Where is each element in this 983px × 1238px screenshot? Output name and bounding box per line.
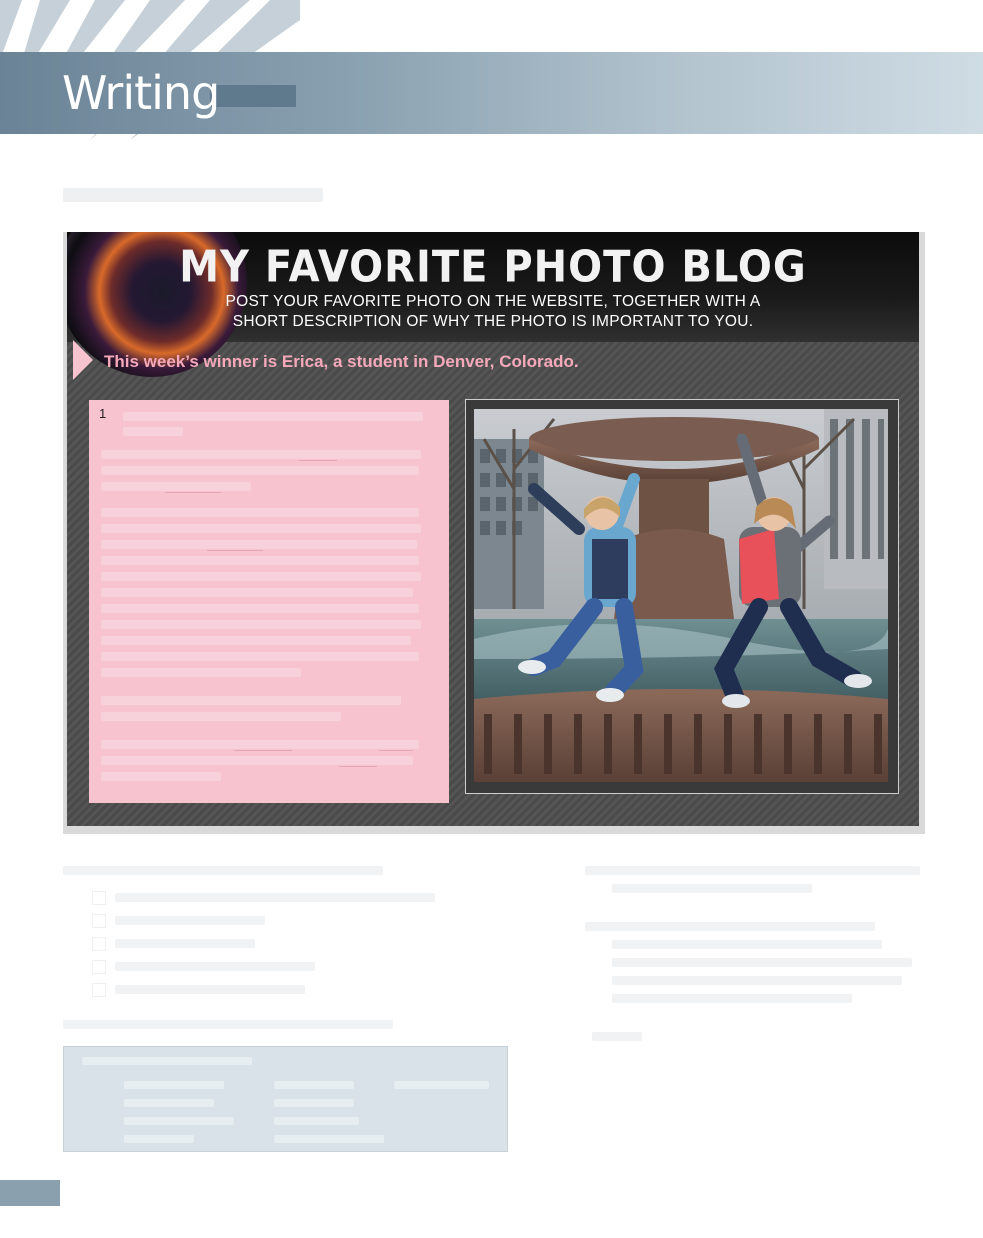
photo-girls-jumping-at-fountain	[474, 409, 888, 782]
blog-card-header	[67, 232, 919, 377]
arrow-icon	[73, 340, 93, 380]
blog-subtitle-line-1: POST YOUR FAVORITE PHOTO ON THE WEBSITE,…	[225, 293, 761, 310]
blog-subtitle: POST YOUR FAVORITE PHOTO ON THE WEBSITE,…	[67, 292, 919, 332]
blog-subtitle-line-2: SHORT DESCRIPTION OF WHY THE PHOTO IS IM…	[232, 313, 754, 330]
page-title: Writing	[62, 66, 220, 120]
writing-tip-box	[63, 1046, 508, 1152]
header-band	[0, 52, 983, 134]
header-accent-bar	[210, 85, 296, 107]
blog-title: MY FAVORITE PHOTO BLOG	[179, 241, 807, 293]
page-number-tab	[0, 1180, 60, 1206]
paragraph-number: 1	[99, 406, 107, 421]
blog-text-box: 1	[89, 400, 449, 803]
photo-blog-card: MY FAVORITE PHOTO BLOG POST YOUR FAVORIT…	[67, 232, 919, 826]
winner-announcement: This week’s winner is Erica, a student i…	[104, 352, 579, 371]
blog-photo-frame	[465, 399, 899, 794]
